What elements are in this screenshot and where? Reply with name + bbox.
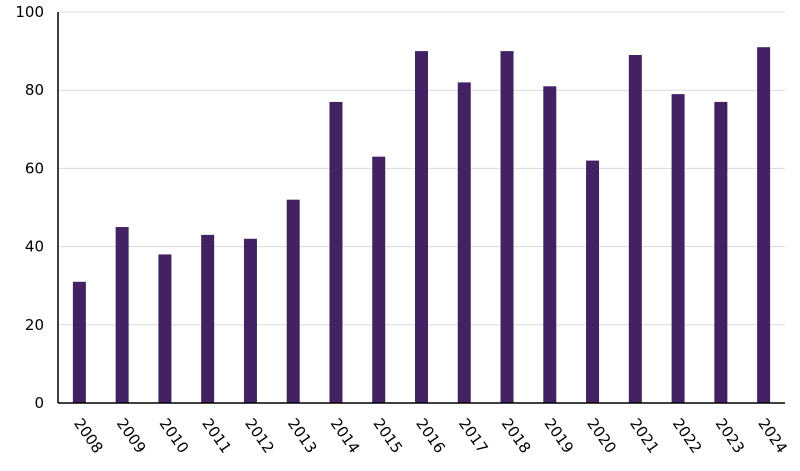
bar-2015 [372,156,386,403]
y-tick-label: 20 [25,316,44,334]
x-tick-label: 2013 [284,415,321,457]
y-tick-label: 0 [34,394,44,412]
bar-2008 [72,281,86,403]
x-tick-label: 2020 [583,415,620,457]
bar-2010 [158,254,172,403]
bar-2018 [500,51,514,403]
x-tick-label: 2015 [369,415,406,457]
x-tick-label: 2022 [669,415,706,457]
x-tick-label: 2018 [498,415,535,457]
x-tick-label: 2014 [327,415,364,457]
bar-2012 [243,238,257,403]
x-tick-label: 2019 [541,415,578,457]
bar-2021 [628,55,642,403]
bar-2017 [457,82,471,403]
x-tick-label: 2017 [455,415,492,457]
x-tick-label: 2023 [712,415,749,457]
axes [57,12,785,404]
bar-2019 [543,86,557,403]
x-tick-label: 2016 [412,415,449,457]
bar-2014 [329,101,343,404]
bar-2009 [115,227,129,403]
x-tick-label: 2009 [113,415,150,457]
x-axis-tick-labels: 2008 2009 2010 2011 2012 2013 2014 2015 2016 2017… [70,415,791,457]
y-axis-tick-labels: 0 20 40 60 80 100 [15,3,44,412]
x-tick-label: 2021 [626,415,663,457]
bar-2020 [586,160,600,403]
bar-2024 [757,47,771,403]
y-tick-label: 100 [15,3,44,21]
bar-2011 [201,234,215,403]
y-tick-label: 60 [25,159,44,177]
x-tick-label: 2011 [198,415,235,457]
bar-2013 [286,199,300,403]
x-tick-label: 2008 [70,415,107,457]
x-tick-label: 2024 [754,415,791,457]
x-tick-label: 2012 [241,415,278,457]
bar-2016 [415,51,428,403]
bar-2023 [714,101,728,404]
bars [72,47,771,404]
y-tick-label: 80 [25,81,44,99]
y-tick-label: 40 [25,238,44,256]
bar-2022 [671,94,685,404]
x-tick-label: 2010 [156,415,193,457]
